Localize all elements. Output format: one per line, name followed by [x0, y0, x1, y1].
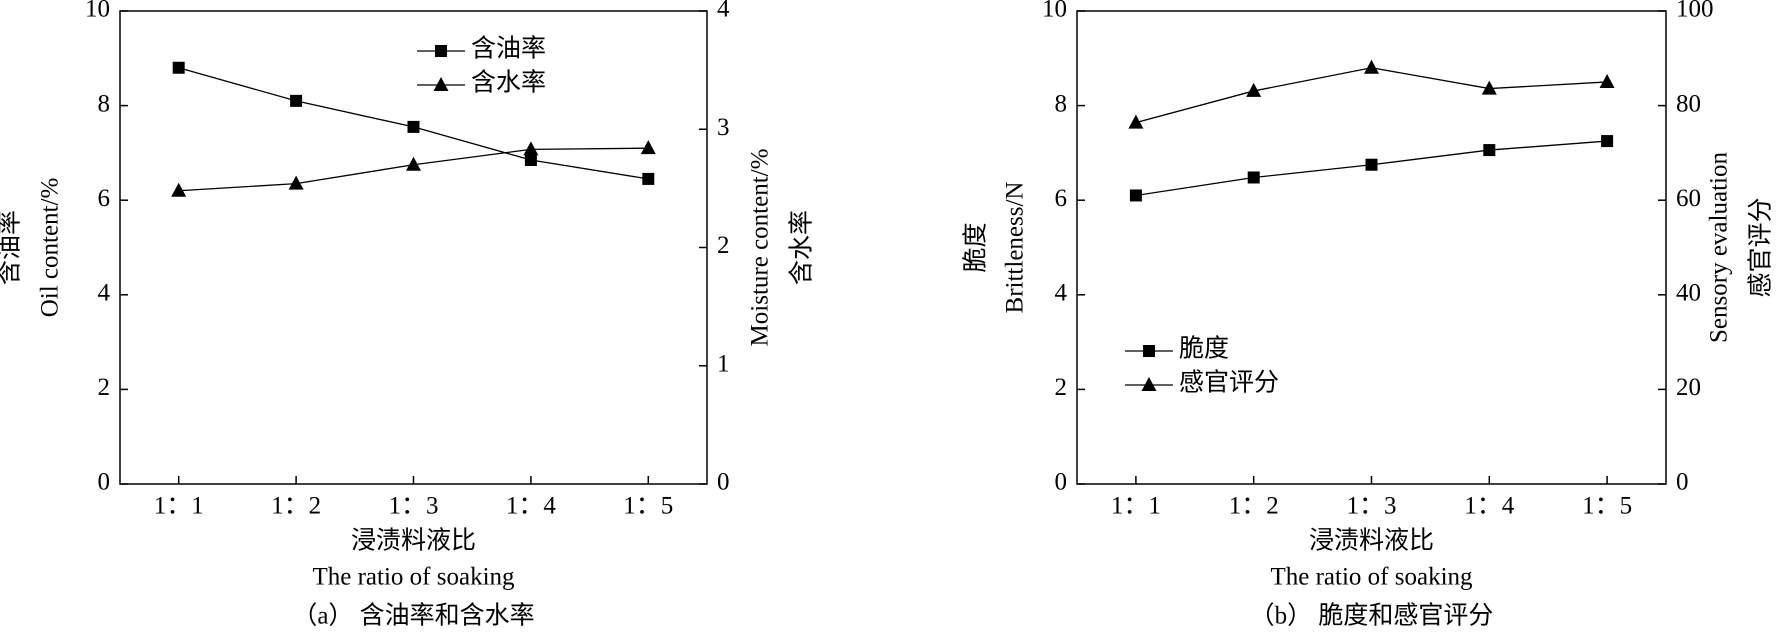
y2-tick-label: 1 — [717, 350, 730, 377]
y-axis-label: Oil content/% — [37, 178, 64, 318]
x-tick-label: 1：5 — [623, 493, 673, 520]
legend-label: 感官评分 — [1179, 369, 1279, 397]
y2-tick-label: 4 — [717, 0, 730, 23]
x-axis-label: 浸渍料液比 — [351, 527, 476, 555]
x-axis-label: 浸渍料液比 — [1309, 527, 1434, 555]
data-point — [1599, 73, 1615, 88]
legend-label: 含水率 — [471, 69, 546, 97]
y2-axis-label: Sensory evaluation — [1706, 152, 1733, 343]
y-tick-label: 6 — [98, 185, 111, 212]
y-tick-label: 8 — [1055, 90, 1068, 117]
data-point — [1365, 158, 1378, 171]
y2-axis-label: 感官评分 — [1747, 197, 1775, 297]
y2-axis-label: Moisture content/% — [747, 149, 774, 347]
y-tick-label: 4 — [1055, 280, 1068, 307]
y2-tick-label: 20 — [1676, 374, 1701, 401]
data-point — [288, 175, 304, 190]
x-axis-label: The ratio of soaking — [312, 564, 515, 591]
y-tick-label: 0 — [1055, 469, 1068, 496]
plot-frame — [1076, 10, 1667, 485]
y-tick-label: 0 — [98, 469, 111, 496]
data-point — [524, 153, 537, 166]
legend-marker — [435, 45, 447, 57]
legend-label: 含油率 — [471, 35, 546, 63]
y2-tick-label: 40 — [1676, 280, 1701, 307]
y-axis-label: Brittleness/N — [1002, 182, 1029, 314]
y-tick-label: 4 — [98, 280, 111, 307]
data-point — [1129, 189, 1142, 202]
legend-marker — [1141, 377, 1157, 391]
series-line — [1135, 67, 1608, 124]
data-point — [1481, 80, 1497, 95]
y2-tick-label: 60 — [1676, 185, 1701, 212]
data-point — [1247, 171, 1260, 184]
caption: （a） 含油率和含水率 — [292, 602, 534, 630]
x-tick-label: 1：4 — [1464, 493, 1515, 520]
x-tick-label: 1：1 — [1111, 493, 1161, 520]
x-tick-label: 1：3 — [1346, 493, 1396, 520]
data-point — [523, 141, 539, 156]
x-tick-label: 1：1 — [154, 493, 204, 520]
data-point — [1128, 114, 1144, 129]
y2-tick-label: 0 — [717, 469, 730, 496]
data-point — [172, 61, 185, 74]
y2-tick-label: 3 — [717, 114, 730, 141]
data-point — [642, 172, 655, 185]
x-tick-label: 1：5 — [1582, 493, 1632, 520]
y2-tick-label: 2 — [717, 232, 730, 259]
y-axis-label: 脆度 — [962, 222, 990, 272]
x-tick-label: 1：3 — [388, 493, 438, 520]
data-point — [1364, 59, 1379, 74]
data-point — [406, 156, 421, 171]
y2-tick-label: 0 — [1676, 469, 1689, 496]
data-point — [171, 182, 187, 197]
x-tick-label: 1：2 — [1229, 493, 1279, 520]
y-tick-label: 2 — [1055, 374, 1068, 401]
data-point — [407, 120, 420, 133]
x-tick-label: 1：2 — [271, 493, 321, 520]
plot-frame — [119, 10, 708, 485]
y-tick-label: 10 — [1042, 0, 1067, 23]
data-point — [1246, 82, 1262, 97]
data-point — [1601, 135, 1614, 148]
x-tick-label: 1：4 — [506, 493, 557, 520]
y-axis-label: 含油率 — [0, 210, 24, 285]
data-point — [640, 140, 656, 155]
data-point — [290, 94, 303, 107]
legend-label: 脆度 — [1179, 335, 1229, 363]
caption: （b） 脆度和感官评分 — [1250, 602, 1494, 630]
y2-tick-label: 80 — [1676, 90, 1701, 117]
y-tick-label: 10 — [85, 0, 110, 23]
y2-tick-label: 100 — [1676, 0, 1714, 23]
legend-marker — [1143, 345, 1155, 357]
data-point — [1483, 144, 1496, 157]
y2-axis-label: 含水率 — [788, 210, 816, 285]
y-tick-label: 8 — [98, 90, 111, 117]
y-tick-label: 6 — [1055, 185, 1068, 212]
y-tick-label: 2 — [98, 374, 111, 401]
x-axis-label: The ratio of soaking — [1270, 564, 1473, 591]
legend-marker — [433, 77, 449, 91]
